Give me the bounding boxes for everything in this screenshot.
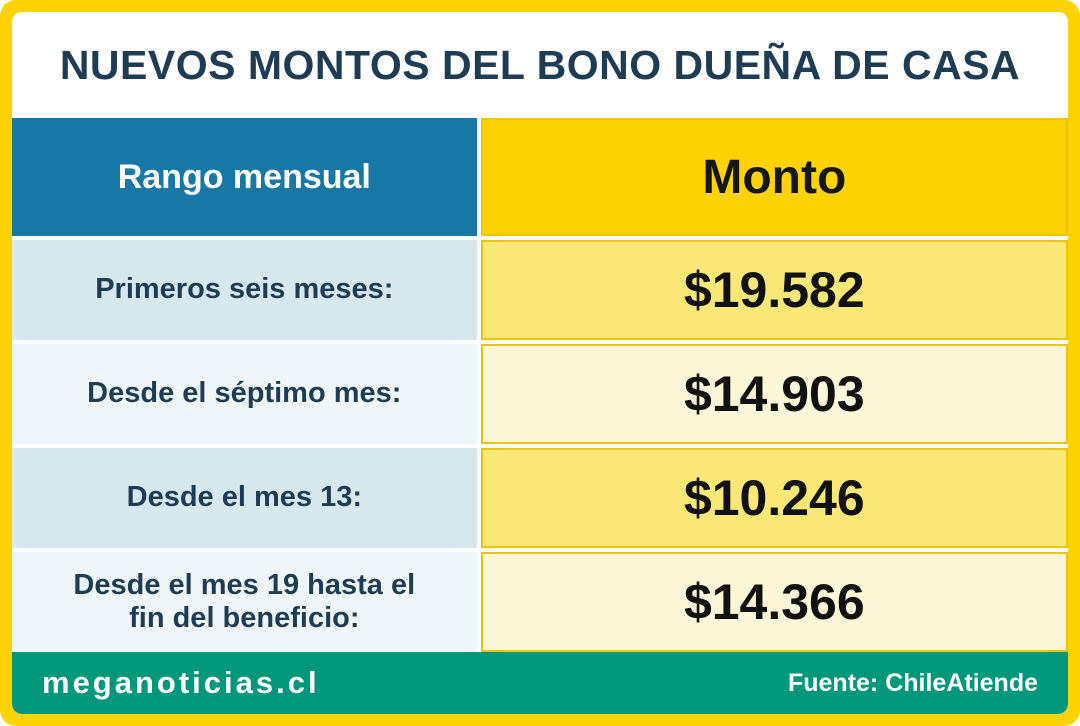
- page-title: NUEVOS MONTOS DEL BONO DUEÑA DE CASA: [59, 41, 1021, 88]
- site-logo: meganoticias.cl: [42, 665, 320, 700]
- source-credit: Fuente: ChileAtiende: [787, 668, 1038, 697]
- table-row-1-range: Primeros seis meses:: [12, 240, 477, 340]
- table-row-4-amount: $14.366: [480, 552, 1068, 652]
- title-bar: NUEVOS MONTOS DEL BONO DUEÑA DE CASA: [12, 12, 1068, 118]
- table-row-2-amount: $14.903: [480, 344, 1068, 444]
- table-row-3-range: Desde el mes 13:: [12, 448, 477, 548]
- table-row-3-amount: $10.246: [480, 448, 1068, 548]
- footer-bar: meganoticias.cl Fuente: ChileAtiende: [12, 652, 1068, 714]
- infographic-card: NUEVOS MONTOS DEL BONO DUEÑA DE CASA Ran…: [12, 12, 1068, 714]
- table-row-1-amount: $19.582: [480, 240, 1068, 340]
- table-row-2-range: Desde el séptimo mes:: [12, 344, 477, 444]
- amounts-table: Rango mensual Monto Primeros seis meses:…: [12, 118, 1068, 652]
- column-header-monto: Monto: [480, 118, 1068, 236]
- column-header-rango-mensual: Rango mensual: [12, 118, 477, 236]
- table-row-4-range: Desde el mes 19 hasta el fin del benefic…: [12, 552, 477, 652]
